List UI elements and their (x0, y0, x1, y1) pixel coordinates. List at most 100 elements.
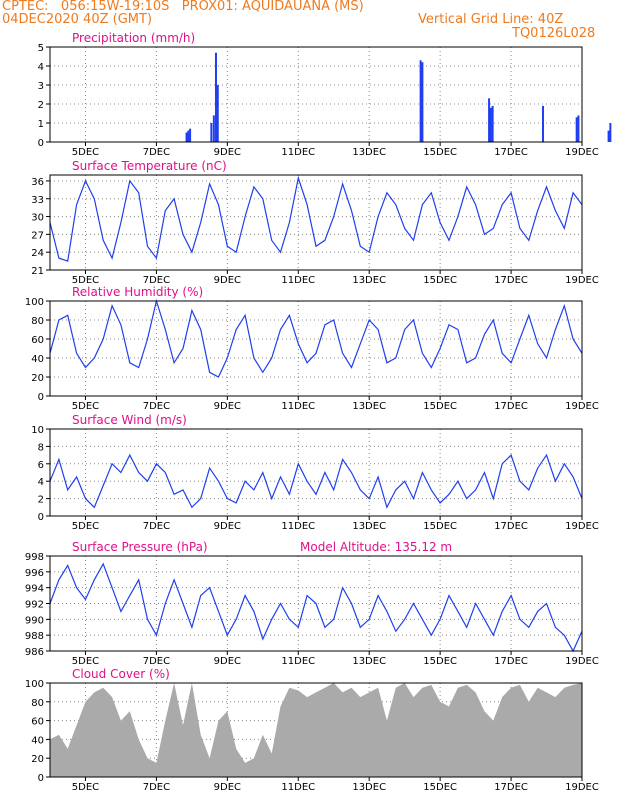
header-date: 04DEC2020 40Z (GMT) (2, 12, 153, 27)
y-tick-label: 40 (31, 354, 44, 365)
precip-bar (575, 117, 578, 142)
x-tick-label: 17DEC (494, 656, 528, 667)
panel-title: Surface Wind (m/s) (72, 413, 187, 427)
y-tick-label: 988 (25, 631, 44, 642)
precip-bar (489, 107, 492, 142)
x-tick-label: 11DEC (281, 147, 315, 158)
panel-title: Cloud Cover (%) (72, 667, 170, 681)
y-tick-label: 0 (38, 773, 44, 784)
x-tick-label: 11DEC (281, 782, 315, 793)
precip-bar (607, 130, 610, 142)
x-tick-label: 13DEC (352, 147, 386, 158)
x-tick-label: 7DEC (143, 521, 170, 532)
y-tick-label: 992 (25, 600, 44, 611)
panel-title: Relative Humidity (%) (72, 285, 203, 299)
precip-bar (187, 130, 190, 142)
header-model-code: TQ0126L028 (512, 26, 596, 41)
y-tick-label: 2 (38, 495, 44, 506)
x-tick-label: 17DEC (494, 147, 528, 158)
y-tick-label: 20 (31, 754, 44, 765)
y-tick-label: 990 (25, 615, 44, 626)
x-tick-label: 17DEC (494, 275, 528, 286)
x-tick-label: 11DEC (281, 656, 315, 667)
x-tick-label: 7DEC (143, 275, 170, 286)
y-tick-label: 100 (25, 297, 44, 308)
header-station: CPTEC: 056:15W-19:10S PROX01: AQUIDAUANA… (2, 0, 364, 14)
precip-bar (491, 105, 494, 142)
x-tick-label: 7DEC (143, 401, 170, 412)
y-tick-label: 21 (31, 266, 44, 277)
x-tick-label: 9DEC (214, 521, 241, 532)
precip-bar (216, 85, 219, 142)
x-tick-label: 5DEC (72, 275, 99, 286)
x-tick-label: 11DEC (281, 401, 315, 412)
x-tick-label: 11DEC (281, 275, 315, 286)
y-tick-label: 27 (31, 230, 44, 241)
x-tick-label: 15DEC (423, 521, 457, 532)
x-tick-label: 15DEC (423, 782, 457, 793)
x-tick-label: 5DEC (72, 147, 99, 158)
panel-title: Precipitation (mm/h) (72, 31, 195, 45)
x-tick-label: 13DEC (352, 782, 386, 793)
x-tick-label: 9DEC (214, 275, 241, 286)
x-tick-label: 13DEC (352, 656, 386, 667)
panel-annotation: Model Altitude: 135.12 m (300, 540, 452, 554)
plot-frame (49, 682, 583, 778)
x-tick-label: 13DEC (352, 521, 386, 532)
x-tick-label: 19DEC (565, 147, 599, 158)
x-tick-label: 9DEC (214, 401, 241, 412)
x-tick-label: 13DEC (352, 401, 386, 412)
y-tick-label: 10 (31, 425, 44, 436)
x-tick-label: 7DEC (143, 147, 170, 158)
y-tick-label: 80 (31, 316, 44, 327)
x-tick-label: 19DEC (565, 521, 599, 532)
x-tick-label: 5DEC (72, 656, 99, 667)
x-tick-label: 15DEC (423, 147, 457, 158)
x-tick-label: 15DEC (423, 401, 457, 412)
y-tick-label: 100 (25, 679, 44, 690)
y-tick-label: 5 (38, 43, 44, 54)
x-tick-label: 7DEC (143, 656, 170, 667)
x-tick-label: 5DEC (72, 782, 99, 793)
x-tick-label: 9DEC (214, 147, 241, 158)
precip-bar (609, 123, 612, 142)
precip-bar (421, 62, 424, 143)
y-tick-label: 80 (31, 698, 44, 709)
y-tick-label: 24 (31, 248, 44, 259)
y-tick-label: 3 (38, 81, 44, 92)
y-tick-label: 8 (38, 442, 44, 453)
x-tick-label: 11DEC (281, 521, 315, 532)
plot-frame (49, 46, 583, 143)
x-tick-label: 9DEC (214, 656, 241, 667)
series-line (49, 453, 583, 509)
panel-title: Surface Pressure (hPa) (72, 540, 208, 554)
x-tick-label: 5DEC (72, 401, 99, 412)
y-tick-label: 60 (31, 335, 44, 346)
y-tick-label: 40 (31, 735, 44, 746)
x-tick-label: 13DEC (352, 275, 386, 286)
x-tick-label: 15DEC (423, 656, 457, 667)
y-tick-label: 4 (38, 477, 44, 488)
x-tick-label: 17DEC (494, 782, 528, 793)
precip-bar (419, 60, 422, 142)
series-line (49, 562, 583, 653)
x-tick-label: 17DEC (494, 401, 528, 412)
precip-bar (541, 105, 544, 142)
y-tick-label: 36 (31, 177, 44, 188)
y-tick-label: 2 (38, 100, 44, 111)
x-tick-label: 19DEC (565, 656, 599, 667)
precip-bar (210, 123, 213, 142)
cloud-cover-area (50, 683, 582, 777)
panel-title: Surface Temperature (nC) (72, 159, 227, 173)
y-tick-label: 986 (25, 647, 44, 658)
series-line (49, 175, 583, 262)
y-tick-label: 994 (25, 584, 44, 595)
y-tick-label: 0 (38, 392, 44, 403)
precip-bar (189, 128, 192, 142)
plot-frame (49, 300, 583, 397)
x-tick-label: 7DEC (143, 782, 170, 793)
y-tick-label: 33 (31, 195, 44, 206)
y-tick-label: 0 (38, 138, 44, 149)
y-tick-label: 998 (25, 552, 44, 563)
